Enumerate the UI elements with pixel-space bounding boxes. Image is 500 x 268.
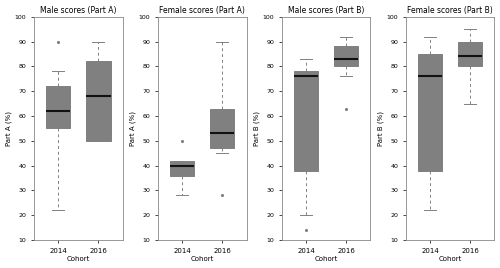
- PathPatch shape: [46, 86, 70, 128]
- Y-axis label: Part B (%): Part B (%): [378, 111, 384, 146]
- PathPatch shape: [170, 161, 194, 176]
- Title: Male scores (Part B): Male scores (Part B): [288, 6, 364, 14]
- PathPatch shape: [458, 42, 482, 66]
- Title: Male scores (Part A): Male scores (Part A): [40, 6, 117, 14]
- Title: Female scores (Part B): Female scores (Part B): [408, 6, 493, 14]
- PathPatch shape: [210, 109, 234, 148]
- X-axis label: Cohort: Cohort: [438, 256, 462, 262]
- X-axis label: Cohort: Cohort: [190, 256, 214, 262]
- X-axis label: Cohort: Cohort: [314, 256, 338, 262]
- PathPatch shape: [418, 54, 442, 170]
- Y-axis label: Part B (%): Part B (%): [254, 111, 260, 146]
- Y-axis label: Part A (%): Part A (%): [130, 111, 136, 146]
- Y-axis label: Part A (%): Part A (%): [6, 111, 12, 146]
- X-axis label: Cohort: Cohort: [66, 256, 90, 262]
- PathPatch shape: [294, 71, 318, 170]
- PathPatch shape: [334, 46, 358, 66]
- Title: Female scores (Part A): Female scores (Part A): [160, 6, 245, 14]
- PathPatch shape: [86, 61, 110, 141]
